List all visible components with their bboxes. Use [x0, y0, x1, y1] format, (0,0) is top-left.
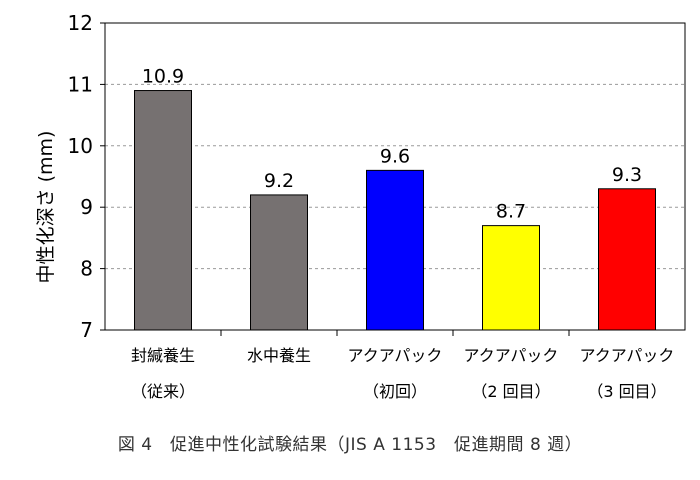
y-tick-label: 9 — [80, 195, 93, 219]
y-tick-label: 10 — [68, 134, 93, 158]
axes: 7 8 9 10 11 12 封緘養生 （従来） 水中養生 アクアパック （初回） アクアパック （2 … — [68, 11, 686, 401]
bar-value-label: 10.9 — [142, 66, 184, 88]
x-tick-sublabel: （2 回目） — [471, 382, 550, 401]
bar — [134, 90, 192, 331]
bar-chart: 10.9 9.2 9.6 8.7 9.3 7 8 9 10 11 12 封緘養生 （従来） 水中養生 アク… — [35, 11, 686, 401]
bar-value-label: 9.3 — [612, 164, 642, 186]
x-tick-label: アクアパック — [580, 346, 675, 365]
y-tick-label: 11 — [68, 72, 93, 96]
bar-value-label: 8.7 — [496, 201, 526, 223]
y-tick-label: 8 — [80, 257, 93, 281]
bar — [598, 188, 656, 331]
x-tick-sublabel: （従来） — [131, 382, 195, 401]
x-tick-sublabel: （初回） — [363, 382, 427, 401]
bar — [250, 194, 308, 331]
y-axis-label: 中性化深さ (mm) — [35, 131, 57, 284]
bar — [482, 225, 540, 331]
x-tick-label: 水中養生 — [247, 346, 311, 365]
bar-value-label: 9.2 — [264, 170, 294, 192]
x-tick-label: 封緘養生 — [131, 346, 195, 365]
figure-caption: 図 4 促進中性化試験結果（JIS A 1153 促進期間 8 週） — [117, 435, 583, 455]
y-tick-label: 12 — [68, 11, 93, 35]
bars: 10.9 9.2 9.6 8.7 9.3 — [134, 66, 656, 331]
bar — [366, 169, 424, 331]
x-tick-label: アクアパック — [464, 346, 559, 365]
bar-value-label: 9.6 — [380, 145, 410, 167]
x-tick-label: アクアパック — [348, 346, 443, 365]
y-tick-label: 7 — [80, 318, 93, 342]
plot-frame — [104, 22, 686, 331]
x-tick-sublabel: （3 回目） — [587, 382, 666, 401]
